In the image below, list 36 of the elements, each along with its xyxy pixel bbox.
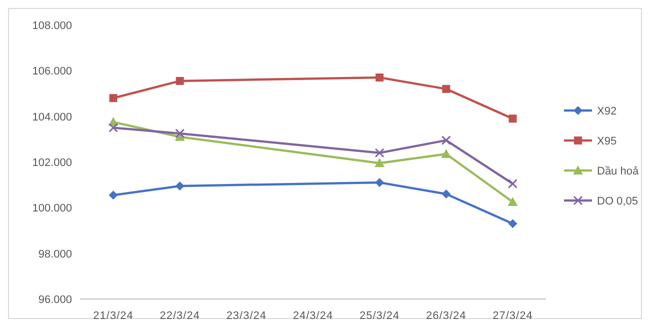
x-tick-label: 26/3/24 xyxy=(426,310,466,322)
point xyxy=(109,94,118,102)
point xyxy=(375,178,384,188)
point xyxy=(508,178,518,188)
point xyxy=(175,181,184,190)
legend-label: X95 xyxy=(597,136,617,148)
point xyxy=(508,114,517,123)
point xyxy=(376,74,384,82)
x-tick-label: 24/3/24 xyxy=(292,310,334,322)
y-tick-label: 98.000 xyxy=(38,248,72,260)
x-tick-label: 27/3/24 xyxy=(492,310,533,322)
point xyxy=(508,219,518,228)
y-tick-label: 108.000 xyxy=(32,20,72,32)
point xyxy=(442,189,451,198)
point xyxy=(442,84,450,93)
point xyxy=(176,76,184,85)
point xyxy=(175,128,185,138)
y-tick-label: 96.000 xyxy=(38,294,72,306)
point xyxy=(441,149,452,158)
y-tick-label: 100.000 xyxy=(32,202,72,215)
point xyxy=(508,196,518,206)
x-tick-label: 25/3/24 xyxy=(359,310,400,322)
legend-label: X92 xyxy=(597,106,617,118)
x-tick-label: 21/3/24 xyxy=(93,310,134,322)
legend-label: Dầu hoả xyxy=(597,166,640,178)
y-tick-label: 104.000 xyxy=(32,111,72,124)
point xyxy=(108,123,118,132)
y-tick-label: 102.000 xyxy=(32,157,72,169)
x-tick-label: 23/3/24 xyxy=(226,310,267,322)
point xyxy=(108,190,118,200)
point xyxy=(441,136,451,146)
legend-label: DO 0,05 xyxy=(597,196,638,208)
point xyxy=(374,148,384,158)
x-tick-label: 22/3/24 xyxy=(160,310,200,322)
point xyxy=(374,158,385,168)
y-tick-label: 106.000 xyxy=(32,66,72,78)
